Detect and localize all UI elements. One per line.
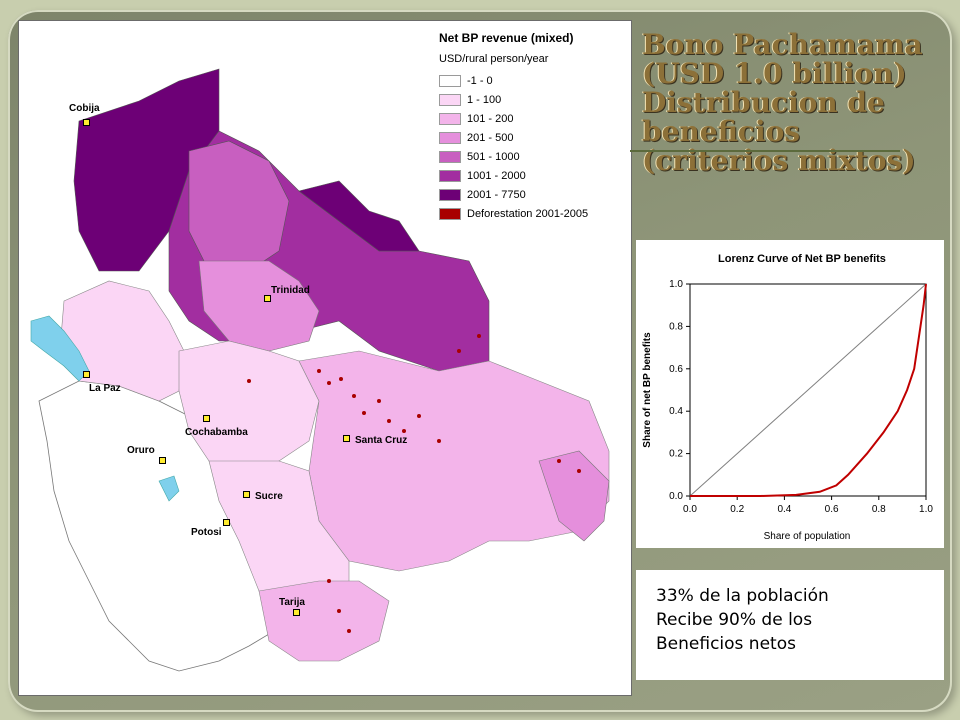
city-label-santa-cruz: Santa Cruz <box>355 435 408 446</box>
legend-label: 101 - 200 <box>467 112 514 125</box>
legend-item: 2001 - 7750 <box>439 185 629 204</box>
legend-label: Deforestation 2001-2005 <box>467 207 589 220</box>
plot-frame <box>689 283 927 497</box>
city-label-trinidad: Trinidad <box>271 285 310 296</box>
chart-title: Lorenz Curve of Net BP benefits <box>718 253 886 265</box>
note-panel: 33% de la población Recibe 90% de los Be… <box>636 570 944 680</box>
legend-swatch <box>439 188 461 201</box>
map-panel: Net BP revenue (mixed) USD/rural person/… <box>18 20 632 696</box>
lorenz-chart: Lorenz Curve of Net BP benefits Share of… <box>642 253 933 542</box>
x-tick-label: 0.8 <box>872 504 886 515</box>
y-tick-label: 1.0 <box>669 279 683 290</box>
map-region-beni-mid <box>188 140 290 272</box>
title-line: (USD 1.0 billion) <box>642 57 907 90</box>
legend-label: 1001 - 2000 <box>467 169 526 182</box>
map-legend: Net BP revenue (mixed) USD/rural person/… <box>439 31 629 223</box>
legend-item: 101 - 200 <box>439 109 629 128</box>
chart-xlabel: Share of population <box>764 531 851 542</box>
map-region-beni-dark <box>298 180 420 252</box>
city-label-cobija: Cobija <box>69 103 100 114</box>
city-marker-cochabamba <box>203 415 210 422</box>
city-label-tarija: Tarija <box>279 597 305 608</box>
chart-ylabel: Share of net BP benefits <box>642 332 653 448</box>
slide-title: Bono Pachamama (USD 1.0 billion) Distrib… <box>642 30 942 175</box>
city-marker-la-paz <box>83 371 90 378</box>
city-marker-potosi <box>223 519 230 526</box>
legend-swatch <box>439 169 461 182</box>
title-line: Distribucion de <box>642 86 885 119</box>
lake-poopo <box>158 475 180 502</box>
city-marker-trinidad <box>264 295 271 302</box>
legend-swatch <box>439 207 461 220</box>
deforestation-dots <box>247 334 581 633</box>
y-tick-label: 0.8 <box>669 321 683 332</box>
city-marker-santa-cruz <box>343 435 350 442</box>
city-marker-oruro <box>159 457 166 464</box>
city-marker-tarija <box>293 609 300 616</box>
legend-item: 1001 - 2000 <box>439 166 629 185</box>
legend-item: -1 - 0 <box>439 71 629 90</box>
y-tick-label: 0.2 <box>669 449 683 460</box>
title-line: beneficios <box>642 115 801 148</box>
legend-item: 201 - 500 <box>439 128 629 147</box>
title-line: Bono Pachamama <box>642 28 923 61</box>
legend-swatch <box>439 131 461 144</box>
lorenz-curve <box>690 283 927 497</box>
x-tick-label: 0.0 <box>683 504 697 515</box>
title-rule <box>630 150 900 152</box>
legend-swatch <box>439 112 461 125</box>
legend-subtitle: USD/rural person/year <box>439 53 549 65</box>
legend-item: 501 - 1000 <box>439 147 629 166</box>
legend-label: -1 - 0 <box>467 74 493 87</box>
legend-label: 1 - 100 <box>467 93 502 106</box>
x-tick-label: 0.6 <box>825 504 839 515</box>
legend-label: 2001 - 7750 <box>467 188 526 201</box>
city-label-oruro: Oruro <box>127 445 155 456</box>
y-tick-label: 0.0 <box>669 491 683 502</box>
legend-swatch <box>439 150 461 163</box>
legend-label: 201 - 500 <box>467 131 514 144</box>
city-marker-sucre <box>243 491 250 498</box>
legend-swatch <box>439 74 461 87</box>
note-line: 33% de la población <box>656 586 829 606</box>
equality-line <box>689 283 927 497</box>
x-tick-label: 1.0 <box>919 504 933 515</box>
map-region-cochabamba <box>178 340 320 472</box>
legend-label: 501 - 1000 <box>467 150 520 163</box>
note-line: Recibe 90% de los <box>656 610 813 630</box>
legend-title: Net BP revenue (mixed) <box>439 31 574 45</box>
city-label-sucre: Sucre <box>255 491 283 502</box>
city-label-potosi: Potosi <box>191 527 222 538</box>
legend-item: 1 - 100 <box>439 90 629 109</box>
city-label-cochabamba: Cochabamba <box>185 427 248 438</box>
y-tick-label: 0.4 <box>669 406 683 417</box>
city-label-la-paz: La Paz <box>89 383 121 394</box>
bolivia-map <box>30 68 610 672</box>
x-tick-label: 0.2 <box>730 504 744 515</box>
city-marker-cobija <box>83 119 90 126</box>
map-region-tarija <box>258 580 390 662</box>
lorenz-chart-panel: Lorenz Curve of Net BP benefits Share of… <box>636 240 944 548</box>
legend-item: Deforestation 2001-2005 <box>439 204 629 223</box>
map-region-trinidad <box>198 260 320 352</box>
legend-swatch <box>439 93 461 106</box>
map-region-east-high <box>538 450 610 542</box>
x-tick-label: 0.4 <box>777 504 791 515</box>
note-line: Beneficios netos <box>656 634 796 654</box>
y-tick-label: 0.6 <box>669 364 683 375</box>
